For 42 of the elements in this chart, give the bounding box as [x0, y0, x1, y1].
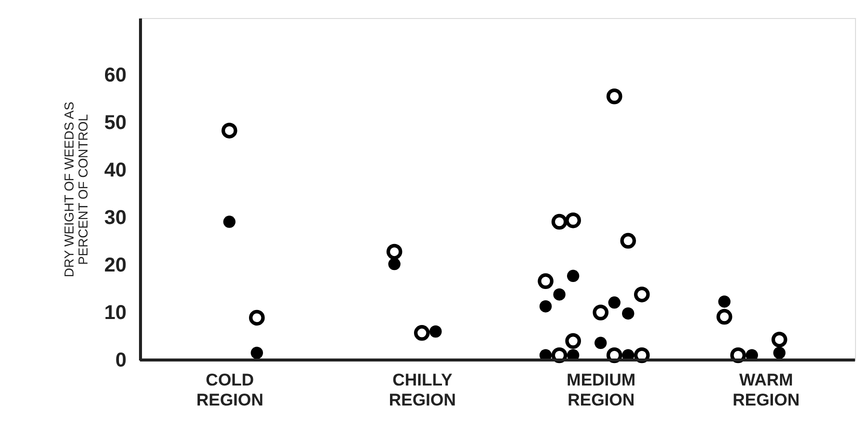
point: [222, 122, 238, 138]
point: [606, 88, 622, 104]
x-tick-label: MEDIUM REGION: [566, 370, 636, 410]
y-tick-label: 30: [104, 207, 126, 229]
x-tick-label: CHILLY REGION: [388, 370, 456, 410]
point: [386, 244, 402, 260]
point: [730, 347, 746, 364]
point: [552, 347, 568, 364]
point: [250, 346, 263, 359]
point: [608, 296, 620, 309]
y-tick-label: 60: [104, 64, 126, 86]
point: [553, 288, 566, 301]
point: [388, 258, 400, 270]
point: [716, 308, 732, 325]
x-tick-label: WARM REGION: [732, 370, 800, 410]
y-axis-title: DRY WEIGHT OF WEEDS AS PERCENT OF CONTROL: [61, 101, 90, 278]
point: [606, 347, 622, 364]
point: [634, 286, 650, 302]
point: [430, 325, 442, 338]
point: [592, 304, 608, 320]
point: [567, 270, 580, 282]
point: [249, 310, 265, 326]
point: [223, 216, 236, 228]
point: [552, 214, 568, 230]
point: [773, 346, 786, 359]
point: [634, 347, 650, 364]
y-tick-label: 50: [104, 112, 126, 134]
point: [620, 232, 636, 249]
point: [565, 212, 581, 228]
point: [594, 336, 607, 350]
point: [538, 273, 554, 290]
point: [565, 333, 581, 349]
y-tick-label: 20: [104, 254, 126, 276]
y-tick-label: 10: [104, 302, 126, 324]
point: [718, 295, 730, 308]
point: [414, 325, 430, 341]
x-tick-label: COLD REGION: [196, 370, 264, 410]
point: [622, 307, 634, 320]
point: [772, 332, 788, 348]
y-tick-label: 40: [104, 160, 126, 182]
y-tick-label: 0: [115, 350, 126, 372]
point: [540, 300, 552, 312]
